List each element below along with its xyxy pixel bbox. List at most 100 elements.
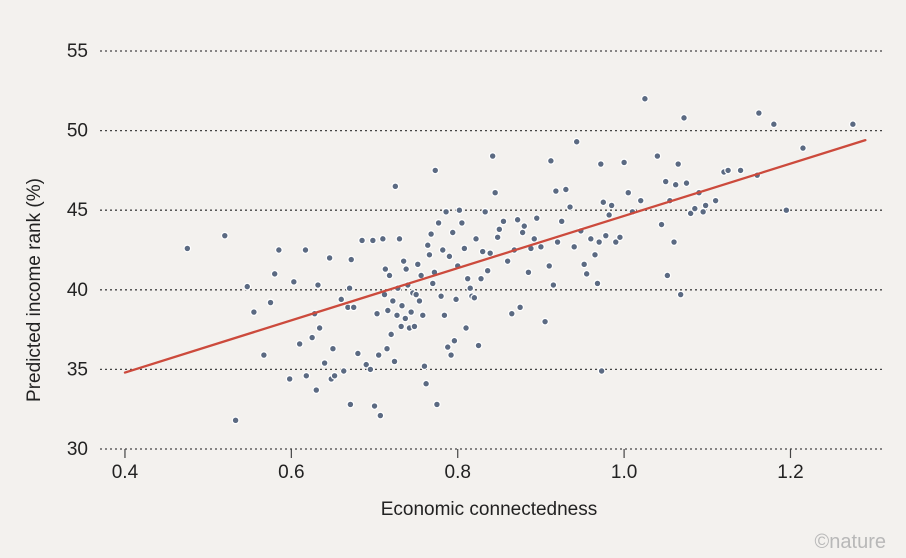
- y-tick-label: 35: [67, 359, 88, 380]
- data-point-78: [437, 292, 445, 301]
- data-point-108: [499, 217, 508, 226]
- data-point-27: [345, 284, 354, 293]
- data-point-19: [320, 359, 329, 367]
- data-point-34: [366, 365, 375, 374]
- trend-line-group: [123, 139, 867, 374]
- data-point-92: [462, 324, 470, 332]
- data-point-163: [686, 209, 695, 218]
- data-point-134: [582, 269, 591, 278]
- data-point-55: [399, 257, 408, 266]
- y-tick-label: 50: [67, 121, 88, 142]
- data-point-90: [457, 219, 466, 227]
- data-point-106: [493, 233, 502, 242]
- x-tick-label: 0.6: [278, 462, 304, 483]
- trend-line: [123, 139, 867, 374]
- data-point-142: [601, 231, 610, 240]
- data-point-127: [557, 217, 566, 226]
- data-point-152: [653, 152, 662, 160]
- data-point-62: [410, 322, 419, 331]
- data-point-86: [450, 336, 459, 345]
- data-point-71: [425, 250, 434, 259]
- y-tick-label: 45: [67, 200, 88, 221]
- data-point-28: [346, 400, 355, 409]
- data-point-39: [376, 411, 385, 420]
- data-point-158: [671, 180, 680, 189]
- data-point-3: [243, 282, 252, 291]
- data-point-162: [682, 179, 691, 188]
- data-point-60: [407, 308, 416, 316]
- data-point-83: [445, 252, 454, 261]
- data-point-145: [611, 238, 620, 246]
- data-point-24: [337, 295, 346, 304]
- data-point-99: [477, 274, 485, 283]
- data-point-101: [481, 207, 490, 216]
- data-point-124: [549, 281, 558, 289]
- data-point-16: [312, 386, 321, 394]
- data-point-76: [433, 400, 441, 409]
- data-point-167: [701, 201, 710, 210]
- data-point-37: [373, 309, 381, 318]
- data-point-126: [553, 238, 562, 246]
- data-point-75: [431, 166, 440, 175]
- nature-credit: ©nature: [815, 531, 886, 553]
- data-point-155: [663, 271, 672, 280]
- data-point-173: [754, 109, 763, 117]
- data-point-102: [483, 266, 492, 275]
- data-point-81: [442, 207, 450, 216]
- data-point-44: [383, 306, 392, 315]
- data-point-91: [460, 244, 469, 253]
- data-point-31: [353, 349, 362, 358]
- data-point-42: [381, 265, 390, 274]
- data-point-113: [516, 303, 525, 312]
- x-tick-label: 1.0: [611, 462, 637, 483]
- data-point-6: [266, 298, 275, 307]
- y-tick-label: 40: [67, 280, 88, 301]
- data-point-52: [395, 234, 404, 243]
- data-point-45: [385, 271, 394, 280]
- data-point-130: [570, 242, 579, 251]
- data-point-100: [478, 247, 487, 256]
- data-point-118: [530, 234, 539, 243]
- data-point-160: [676, 290, 685, 299]
- data-point-105: [491, 188, 500, 197]
- data-point-14: [308, 333, 317, 342]
- data-point-144: [607, 201, 616, 210]
- data-point-0: [183, 244, 192, 253]
- data-point-150: [636, 196, 645, 205]
- data-point-122: [545, 262, 554, 270]
- data-point-72: [427, 230, 436, 238]
- data-point-67: [418, 311, 427, 320]
- data-point-1: [220, 231, 229, 240]
- data-point-70: [423, 241, 432, 250]
- data-point-36: [370, 402, 379, 410]
- data-point-38: [374, 351, 383, 359]
- data-point-166: [699, 207, 708, 216]
- data-point-80: [440, 311, 449, 320]
- data-point-57: [402, 265, 411, 274]
- data-point-54: [398, 301, 406, 310]
- data-point-50: [393, 311, 401, 320]
- data-point-97: [472, 234, 480, 243]
- data-point-120: [537, 242, 545, 251]
- data-point-177: [848, 120, 857, 129]
- data-point-94: [466, 284, 475, 293]
- data-points: [183, 94, 857, 425]
- data-point-20: [325, 254, 334, 262]
- data-point-46: [387, 330, 396, 339]
- data-point-18: [315, 324, 324, 332]
- data-point-116: [524, 268, 533, 277]
- data-point-84: [447, 351, 455, 359]
- data-point-171: [736, 166, 745, 175]
- data-point-138: [595, 238, 604, 246]
- data-point-23: [330, 371, 339, 380]
- data-point-96: [470, 293, 479, 302]
- data-point-110: [507, 309, 516, 318]
- data-point-104: [488, 152, 497, 160]
- data-point-147: [620, 158, 629, 167]
- data-point-93: [463, 274, 472, 283]
- data-point-153: [657, 220, 666, 229]
- data-point-141: [599, 198, 608, 207]
- data-point-2: [231, 416, 240, 425]
- data-point-143: [605, 211, 614, 219]
